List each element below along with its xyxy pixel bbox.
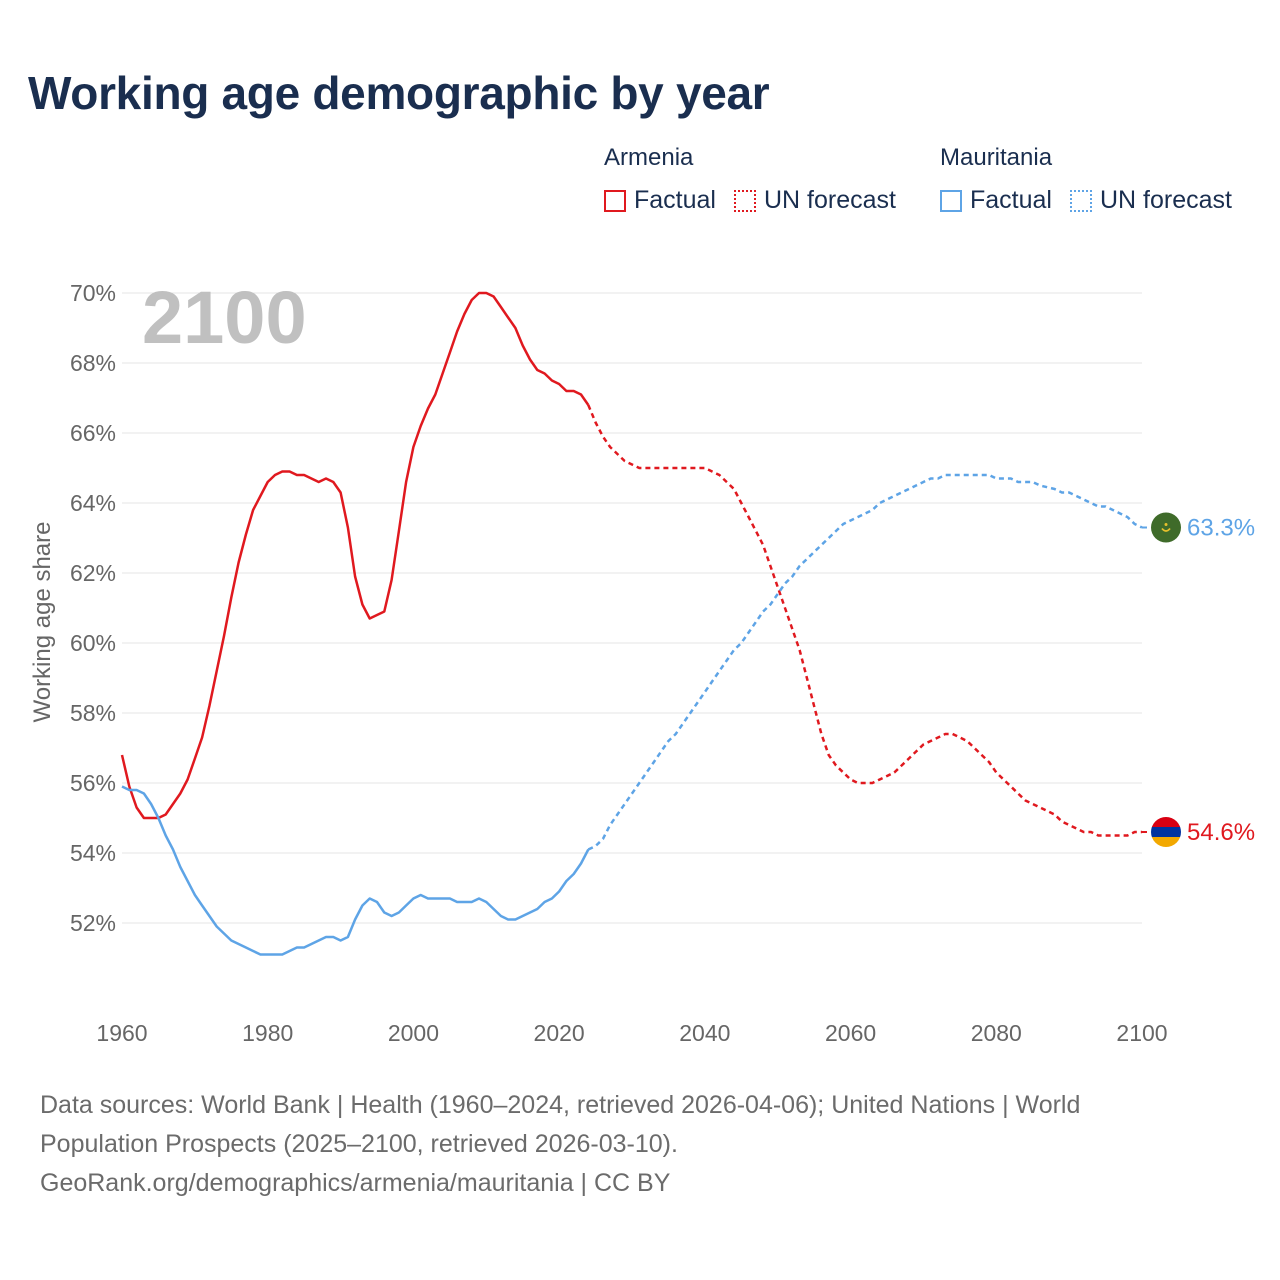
- y-tick-label: 54%: [70, 840, 116, 866]
- flag-field: [1151, 512, 1181, 543]
- line-chart: 52% 54% 56% 58% 60% 62% 64% 66% 68% 70% 1960 1980 2…: [29, 276, 1255, 1046]
- x-tick-label: 2060: [825, 1020, 876, 1046]
- y-tick-label: 56%: [70, 770, 116, 796]
- armenia-flag-icon: 54.6%: [1142, 817, 1255, 847]
- mauritania-end-value-label: 63.3%: [1187, 515, 1255, 542]
- footer: Data sources: World Bank | Health (1960–…: [40, 1086, 1240, 1203]
- x-tick-label: 2020: [534, 1020, 585, 1046]
- footer-sources-line1: Data sources: World Bank | Health (1960–…: [40, 1091, 1081, 1119]
- flag-crescent: [1161, 527, 1171, 532]
- legend-swatch-solid: [940, 189, 962, 212]
- y-tick-label: 62%: [70, 560, 116, 586]
- y-tick-label: 66%: [70, 420, 116, 446]
- legend-armenia-forecast[interactable]: UN forecast: [733, 186, 896, 215]
- mauritania-factual-line: [121, 785, 590, 956]
- legend-label: Factual: [970, 186, 1052, 214]
- flag-stripe: [1151, 827, 1181, 838]
- year-label: 2100: [142, 276, 307, 359]
- legend-group-name: Mauritania: [940, 144, 1053, 171]
- legend-label: UN forecast: [763, 186, 896, 214]
- y-tick-label: 52%: [70, 910, 116, 936]
- y-axis-label: Working age share: [29, 522, 56, 723]
- x-tick-label: 1980: [242, 1020, 293, 1046]
- flag-stripes: [1151, 817, 1181, 847]
- y-tick-label: 58%: [70, 700, 116, 726]
- armenia-factual-line: [120, 291, 590, 820]
- flag-stripe: [1151, 817, 1181, 828]
- legend-armenia-factual[interactable]: Factual: [604, 186, 716, 215]
- legend-label: UN forecast: [1099, 186, 1232, 214]
- x-tick-label: 2000: [388, 1020, 439, 1046]
- armenia-end-value-label: 54.6%: [1187, 819, 1255, 846]
- y-tick-label: 70%: [70, 280, 116, 306]
- x-tick-label: 1960: [96, 1020, 147, 1046]
- chart-title: Working age demographic by year: [28, 67, 770, 119]
- y-axis-ticks: 52% 54% 56% 58% 60% 62% 64% 66% 68% 70%: [70, 280, 116, 936]
- y-tick-label: 68%: [70, 350, 116, 376]
- armenia-forecast-line: [587, 404, 1142, 837]
- mauritania-flag-icon: 63.3%: [1142, 512, 1255, 543]
- series-lines: [120, 291, 1143, 956]
- y-tick-label: 64%: [70, 490, 116, 516]
- legend-swatch-solid: [604, 189, 626, 212]
- footer-credit-link[interactable]: GeoRank.org/demographics/armenia/maurita…: [40, 1169, 671, 1197]
- legend-label: Factual: [634, 186, 716, 214]
- x-tick-label: 2100: [1116, 1020, 1167, 1046]
- legend-mauritania: Mauritania Factual UN forecast: [940, 144, 1232, 215]
- x-axis-ticks: 1960 1980 2000 2020 2040 2060 2080 2100: [96, 1020, 1167, 1046]
- flag-stripe: [1151, 837, 1181, 847]
- legend-swatch-dotted: [1069, 189, 1092, 212]
- x-tick-label: 2080: [971, 1020, 1022, 1046]
- footer-sources-line2: Population Prospects (2025–2100, retriev…: [40, 1130, 678, 1158]
- y-tick-label: 60%: [70, 630, 116, 656]
- flag-star: [1164, 523, 1168, 526]
- legend-armenia: Armenia Factual UN forecast: [604, 144, 914, 215]
- legend-mauritania-forecast[interactable]: UN forecast: [1069, 186, 1232, 215]
- legend-group-name: Armenia: [604, 144, 694, 171]
- end-markers: 63.3% 54.6%: [1142, 512, 1255, 847]
- mauritania-forecast-line: [587, 473, 1143, 851]
- legend-mauritania-factual[interactable]: Factual: [940, 186, 1052, 215]
- gridlines: [122, 292, 1142, 924]
- x-tick-label: 2040: [679, 1020, 730, 1046]
- legend-swatch-dotted: [733, 189, 756, 212]
